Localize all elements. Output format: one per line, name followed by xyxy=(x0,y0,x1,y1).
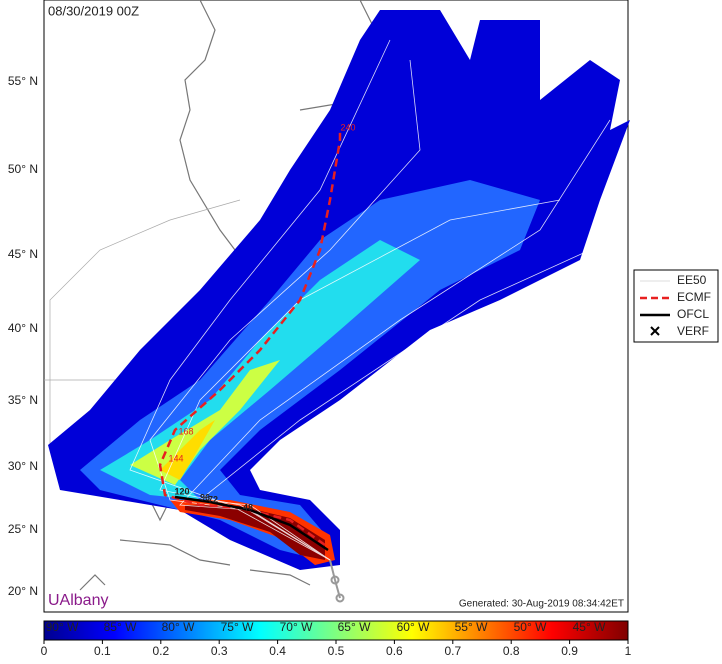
ecmf-hour: 144 xyxy=(168,453,183,463)
colorbar-tick-label: 0 xyxy=(41,644,48,658)
legend-label: EE50 xyxy=(677,273,707,287)
lat-label: 20° N xyxy=(8,584,38,598)
lat-label: 50° N xyxy=(8,162,38,176)
colorbar-ticks: 0 0.1 0.2 0.3 0.4 0.5 0.6 0.7 0.8 0.9 1 xyxy=(41,640,632,658)
ofcl-hour: 72 xyxy=(208,494,218,504)
colorbar-tick-label: 0.6 xyxy=(386,644,403,658)
lon-label: 60° W xyxy=(397,620,430,634)
colorbar-tick-label: 0.7 xyxy=(444,644,461,658)
lon-label: 50° W xyxy=(514,620,547,634)
lat-label: 45° N xyxy=(8,247,38,261)
lon-labels: 90° W 85° W 80° W 75° W 70° W 65° W 60° W 55° W… xyxy=(46,620,606,634)
lon-label: 55° W xyxy=(455,620,488,634)
probability-swath xyxy=(48,10,630,570)
lon-label: 85° W xyxy=(104,620,137,634)
lat-label: 30° N xyxy=(8,459,38,473)
legend-label: VERF xyxy=(677,324,709,338)
colorbar-tick-label: 0.8 xyxy=(503,644,520,658)
generated-stamp: Generated: 30-Aug-2019 08:34:42ET xyxy=(459,599,624,610)
ecmf-hour: 240 xyxy=(340,122,355,132)
legend-label: OFCL xyxy=(677,307,709,321)
brand: UAlbany xyxy=(48,592,108,609)
legend xyxy=(633,269,719,343)
legend-labels: EE50 ECMF OFCL VERF xyxy=(677,273,711,338)
ecmf-hour: 168 xyxy=(178,426,193,436)
lon-label: 70° W xyxy=(280,620,313,634)
ofcl-hour: 120 xyxy=(174,486,189,496)
colorbar-tick-label: 1 xyxy=(625,644,632,658)
verf-points xyxy=(330,575,345,603)
colorbar-tick-label: 0.9 xyxy=(561,644,578,658)
legend-label: ECMF xyxy=(677,290,711,304)
lat-label: 35° N xyxy=(8,393,38,407)
lon-label: 80° W xyxy=(162,620,195,634)
verf-track xyxy=(329,559,341,599)
ofcl-hour: 96 xyxy=(200,492,210,502)
lat-label: 55° N xyxy=(8,74,38,88)
ofcl-hour: 48 xyxy=(243,502,253,512)
lon-label: 65° W xyxy=(338,620,371,634)
legend-symbol xyxy=(650,326,660,336)
lon-label: 90° W xyxy=(46,620,79,634)
colorbar-tick-label: 0.3 xyxy=(211,644,228,658)
colorbar-tick-label: 0.2 xyxy=(152,644,169,658)
lat-labels: 55° N 50° N 45° N 40° N 35° N 30° N 25° N 20° N xyxy=(8,74,38,598)
lat-label: 25° N xyxy=(8,522,38,536)
lat-label: 40° N xyxy=(8,321,38,335)
lon-label: 75° W xyxy=(221,620,254,634)
ofcl-track xyxy=(174,495,329,552)
map-title: 08/30/2019 00Z xyxy=(48,3,139,18)
colorbar-tick-label: 0.1 xyxy=(94,644,111,658)
lon-label: 45° W xyxy=(573,620,606,634)
colorbar-tick-label: 0.5 xyxy=(328,644,345,658)
colorbar-tick-label: 0.4 xyxy=(269,644,286,658)
